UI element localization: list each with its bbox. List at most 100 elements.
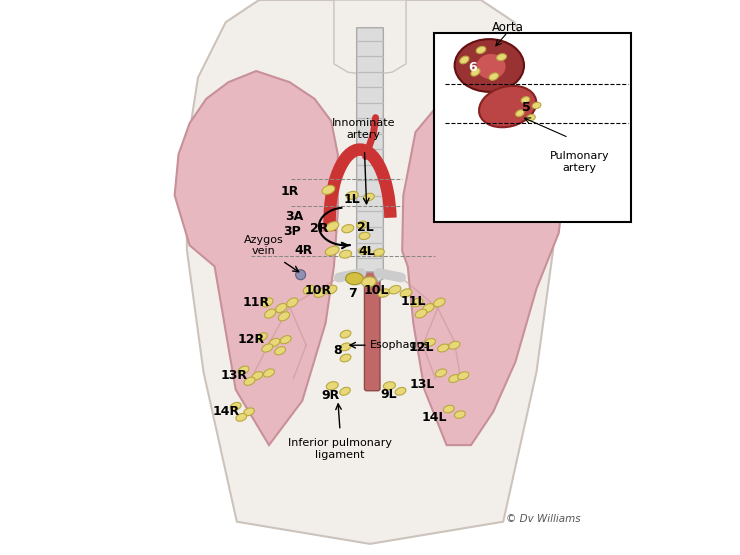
Ellipse shape — [489, 73, 499, 80]
Ellipse shape — [314, 289, 326, 297]
Ellipse shape — [340, 354, 351, 362]
Text: Esophagus: Esophagus — [370, 340, 431, 350]
Ellipse shape — [389, 285, 401, 294]
Ellipse shape — [476, 53, 506, 80]
Text: 14L: 14L — [421, 411, 446, 424]
Text: Aorta: Aorta — [491, 21, 524, 34]
Ellipse shape — [263, 369, 275, 377]
Ellipse shape — [395, 387, 406, 395]
Polygon shape — [187, 0, 554, 544]
Ellipse shape — [346, 273, 363, 285]
Text: 8: 8 — [334, 344, 342, 357]
Text: 1R: 1R — [280, 185, 299, 198]
Ellipse shape — [454, 411, 465, 418]
Polygon shape — [175, 71, 337, 445]
Ellipse shape — [374, 249, 384, 256]
Ellipse shape — [435, 369, 447, 377]
Text: 3A: 3A — [285, 210, 303, 223]
Ellipse shape — [527, 114, 535, 121]
Ellipse shape — [460, 56, 469, 64]
Text: 2R: 2R — [310, 222, 328, 235]
Ellipse shape — [479, 86, 536, 127]
Ellipse shape — [363, 193, 374, 201]
Ellipse shape — [252, 372, 263, 380]
Ellipse shape — [256, 333, 267, 341]
Ellipse shape — [362, 277, 376, 287]
Text: 13L: 13L — [410, 377, 435, 391]
Ellipse shape — [236, 413, 246, 421]
Ellipse shape — [400, 289, 412, 297]
Ellipse shape — [296, 270, 306, 280]
Ellipse shape — [340, 387, 350, 395]
Bar — [434, 33, 630, 222]
Ellipse shape — [244, 377, 255, 385]
Ellipse shape — [326, 382, 338, 390]
Text: 10L: 10L — [364, 284, 389, 297]
Ellipse shape — [457, 372, 469, 380]
Ellipse shape — [340, 343, 351, 351]
Text: 4R: 4R — [295, 244, 312, 258]
Text: 3P: 3P — [283, 225, 301, 238]
Ellipse shape — [424, 339, 436, 346]
Polygon shape — [357, 28, 383, 282]
Ellipse shape — [346, 191, 358, 199]
Ellipse shape — [340, 250, 352, 258]
Ellipse shape — [471, 68, 480, 76]
Ellipse shape — [326, 246, 339, 255]
Text: 7: 7 — [348, 286, 357, 300]
Text: 14R: 14R — [212, 405, 239, 418]
Ellipse shape — [437, 344, 449, 352]
Text: 12L: 12L — [408, 341, 434, 355]
Text: 4L: 4L — [358, 245, 375, 259]
Ellipse shape — [238, 366, 249, 374]
Text: 12R: 12R — [237, 333, 264, 346]
Ellipse shape — [521, 97, 530, 103]
Ellipse shape — [326, 221, 339, 231]
Text: 2L: 2L — [357, 221, 374, 234]
Ellipse shape — [443, 405, 454, 413]
Ellipse shape — [286, 298, 298, 307]
Ellipse shape — [322, 185, 334, 194]
Ellipse shape — [383, 382, 395, 390]
Text: © Dv Williams: © Dv Williams — [506, 514, 581, 524]
Ellipse shape — [411, 298, 423, 307]
Ellipse shape — [340, 330, 351, 338]
Text: Innominate
artery: Innominate artery — [332, 118, 395, 140]
Ellipse shape — [454, 39, 524, 92]
FancyBboxPatch shape — [364, 131, 380, 391]
Ellipse shape — [275, 304, 287, 312]
Text: 10R: 10R — [304, 284, 332, 297]
Ellipse shape — [516, 110, 524, 117]
Text: 9L: 9L — [380, 387, 397, 401]
Ellipse shape — [434, 298, 445, 307]
Text: 13R: 13R — [221, 369, 247, 382]
Text: 5: 5 — [522, 101, 531, 114]
Ellipse shape — [342, 225, 354, 233]
Ellipse shape — [326, 285, 337, 294]
Ellipse shape — [423, 304, 434, 312]
Ellipse shape — [262, 298, 273, 307]
Polygon shape — [334, 0, 406, 75]
Ellipse shape — [497, 54, 506, 60]
Ellipse shape — [243, 408, 255, 416]
Text: Inferior pulmonary
ligament: Inferior pulmonary ligament — [288, 438, 392, 460]
Text: 11L: 11L — [400, 295, 426, 309]
Ellipse shape — [448, 375, 460, 382]
Ellipse shape — [532, 102, 541, 109]
Ellipse shape — [357, 221, 368, 229]
Ellipse shape — [359, 232, 370, 240]
Text: 6: 6 — [468, 61, 477, 74]
Ellipse shape — [476, 47, 486, 53]
Ellipse shape — [280, 336, 291, 344]
Ellipse shape — [230, 402, 241, 410]
Ellipse shape — [269, 339, 280, 346]
Ellipse shape — [278, 312, 289, 321]
Ellipse shape — [358, 247, 371, 255]
Ellipse shape — [448, 341, 460, 349]
Text: 9R: 9R — [321, 388, 339, 402]
Text: Azygos
vein: Azygos vein — [243, 235, 283, 256]
Ellipse shape — [264, 309, 276, 318]
Polygon shape — [403, 71, 565, 445]
Ellipse shape — [303, 285, 314, 294]
Text: Pulmonary
artery: Pulmonary artery — [550, 151, 610, 173]
